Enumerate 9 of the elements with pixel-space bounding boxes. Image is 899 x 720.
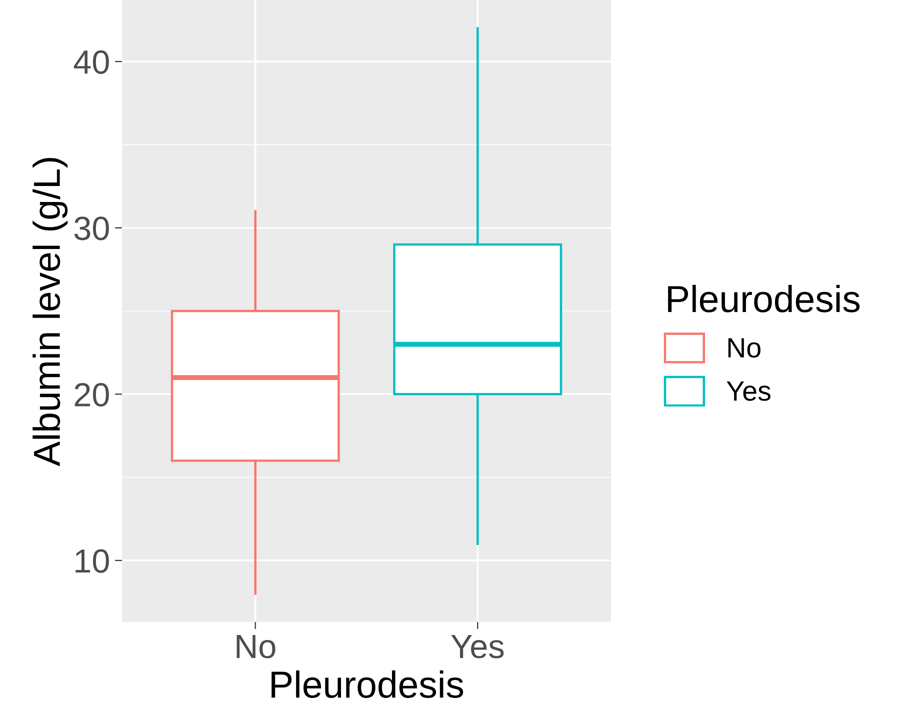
x-axis-title: Pleurodesis [272, 670, 464, 698]
y-tick-label: 10 [76, 549, 109, 573]
y-tick-label: 20 [74, 382, 109, 407]
legend-title: Pleurodesis [668, 284, 860, 312]
legend-label: No [728, 338, 760, 358]
legend-label: Yes [726, 381, 770, 401]
y-tick-label: 30 [74, 216, 109, 240]
y-tick-label: 40 [74, 50, 109, 74]
y-axis-title: Albumin level (g/L) [32, 158, 68, 466]
